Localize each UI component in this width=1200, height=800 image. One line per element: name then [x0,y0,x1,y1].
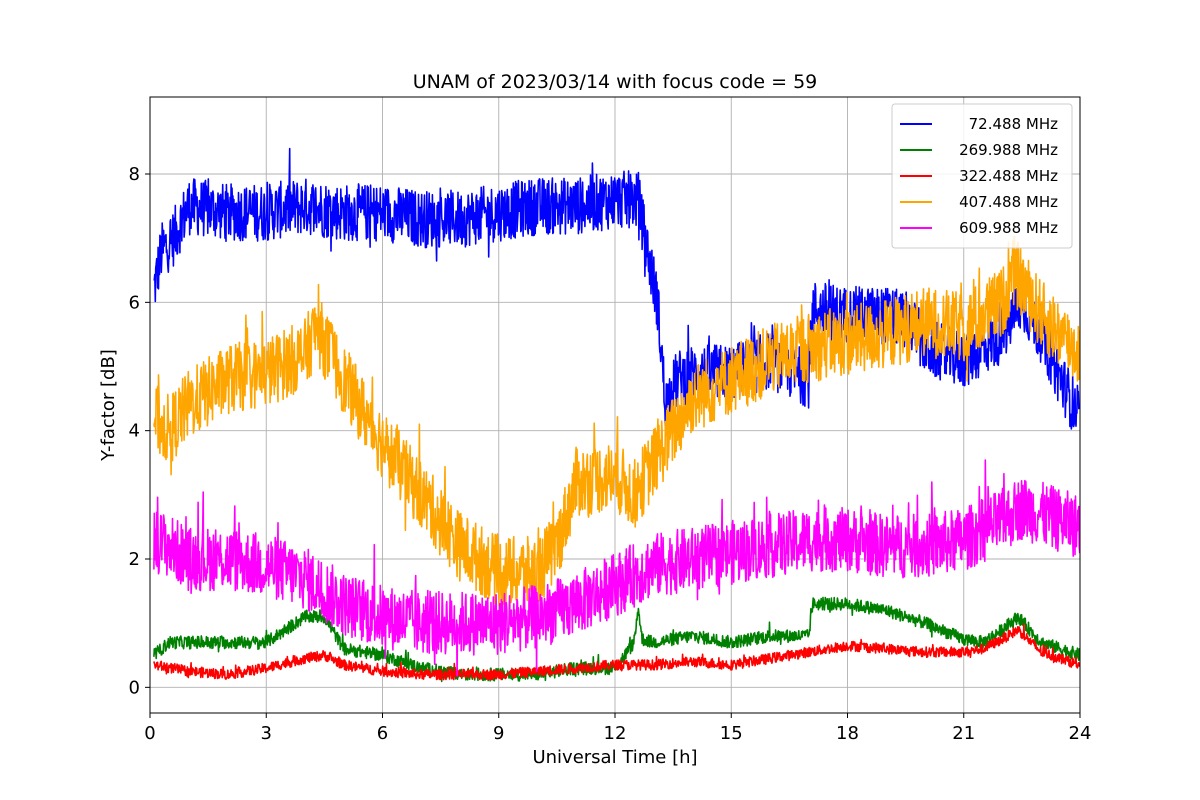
y-axis: 0 2 4 6 8 [129,164,150,698]
legend-label: 269.988 MHz [959,141,1058,159]
y-tick-label: 0 [129,677,140,698]
x-tick-label: 3 [261,723,272,744]
x-tick-label: 21 [952,723,975,744]
y-axis-label: Y-factor [dB] [98,349,119,462]
x-tick-label: 18 [836,723,859,744]
x-tick-label: 15 [720,723,743,744]
y-tick-label: 8 [129,164,140,185]
x-tick-label: 0 [144,723,155,744]
legend-label: 609.988 MHz [959,219,1058,237]
series-line-3 [153,623,1080,681]
legend: 72.488 MHz 269.988 MHz 322.488 MHz 407.488 … [891,103,1073,249]
legend-label: 72.488 MHz [969,115,1058,133]
x-tick-label: 6 [377,723,388,744]
y-tick-label: 6 [129,292,140,313]
y-tick-label: 2 [129,549,140,570]
chart-title: UNAM of 2023/03/14 with focus code = 59 [413,71,818,93]
x-tick-label: 12 [604,723,627,744]
x-axis: 0 3 6 9 12 15 18 21 24 [144,713,1091,744]
series-layer [153,147,1080,683]
x-tick-label: 9 [493,723,504,744]
legend-label: 322.488 MHz [959,167,1058,185]
x-axis-label: Universal Time [h] [532,747,697,768]
series-line-5 [153,459,1080,677]
y-tick-label: 4 [129,421,140,442]
legend-box [891,103,1073,249]
legend-label: 407.488 MHz [959,193,1058,211]
x-tick-label: 24 [1069,723,1092,744]
series-line-4 [153,235,1080,608]
